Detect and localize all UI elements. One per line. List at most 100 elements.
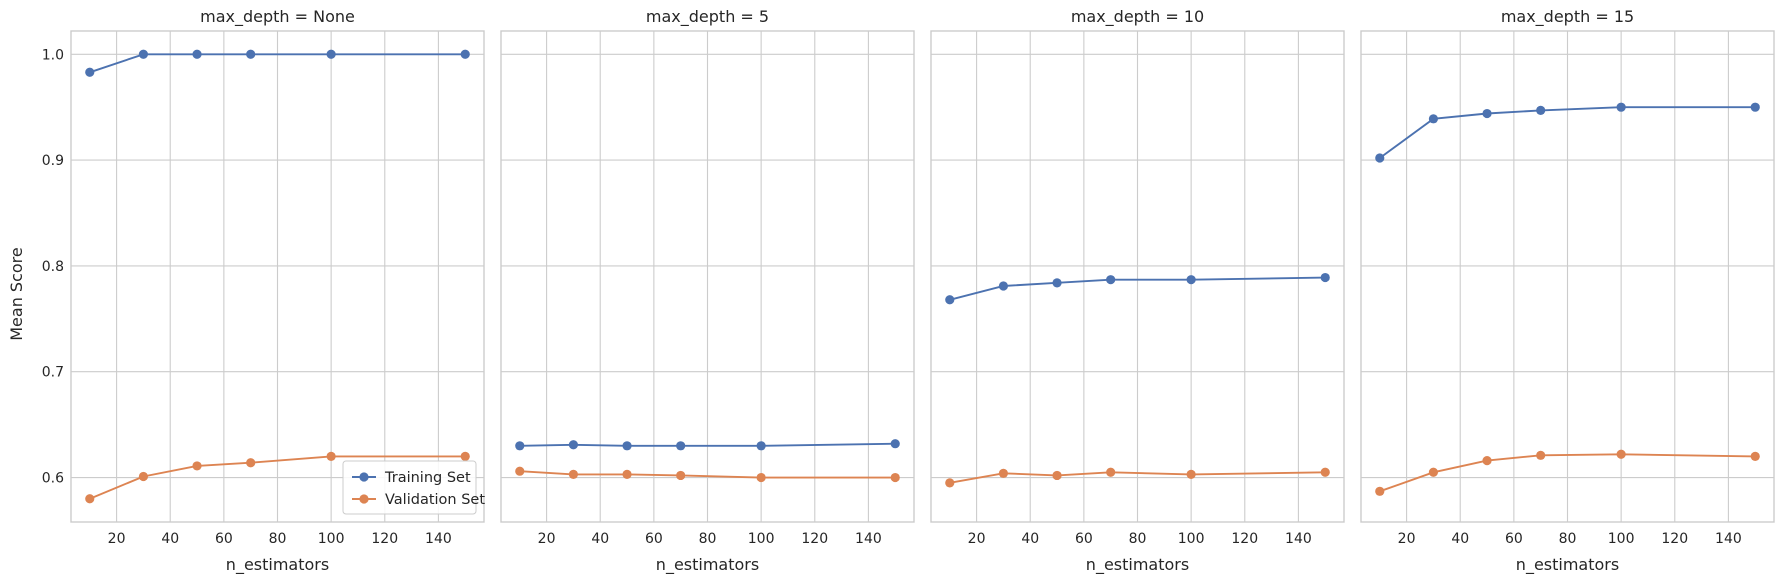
x-axis-label: n_estimators <box>656 555 759 575</box>
legend-marker <box>359 494 369 504</box>
panel-title: max_depth = 10 <box>1071 7 1204 27</box>
training-set-line <box>519 442 896 447</box>
panel-3: 20 40 60 80 100 120 140 n_estimators max_depth =… <box>930 7 1345 575</box>
training-set-point <box>85 67 95 77</box>
y-tick-label: 0.6 <box>42 471 64 487</box>
panel-2: 20 40 60 80 100 120 140 n_estimators max_depth =… <box>500 7 915 575</box>
x-axis-label: n_estimators <box>1086 555 1189 575</box>
validation-set-point <box>756 472 766 483</box>
x-tick-label: 60 <box>1505 531 1523 547</box>
training-set-line <box>1379 106 1756 159</box>
legend: Training Set Validation Set <box>342 460 485 515</box>
x-tick-label: 40 <box>591 531 609 547</box>
validation-set-line <box>519 470 896 479</box>
validation-set-point <box>568 469 579 479</box>
training-set-point <box>1482 108 1492 119</box>
validation-set-point <box>326 451 336 461</box>
panel-1: 20 40 60 80 100 120 140 0.6 0.7 0.8 0.9 1.0 n_estima… <box>42 7 486 575</box>
x-tick-label: 60 <box>1075 531 1093 547</box>
validation-set-point <box>1106 467 1116 477</box>
panels: 20 40 60 80 100 120 140 0.6 0.7 0.8 0.9 1.0 n_estima… <box>42 7 1775 575</box>
training-set-point <box>1320 272 1330 283</box>
y-tick-label: 0.9 <box>42 153 64 169</box>
validation-set-point <box>998 468 1009 478</box>
legend-marker <box>359 472 369 482</box>
training-set-point <box>1375 153 1385 163</box>
x-tick-label: 80 <box>269 531 287 547</box>
training-set-point <box>460 49 470 59</box>
plot-frame <box>500 30 915 523</box>
x-tick-label: 20 <box>1398 531 1416 547</box>
x-tick-label: 100 <box>1178 531 1205 547</box>
x-tick-label: 140 <box>425 531 452 547</box>
training-set-point <box>756 441 766 451</box>
panel-title: max_depth = 5 <box>646 7 769 27</box>
panel-title: max_depth = None <box>200 7 355 27</box>
x-tick-label: 80 <box>699 531 717 547</box>
training-set-point <box>1186 275 1196 285</box>
x-tick-label: 60 <box>215 531 233 547</box>
validation-set-point <box>622 469 632 479</box>
training-set-point <box>192 49 202 59</box>
x-tick-label: 40 <box>1021 531 1039 547</box>
x-tick-label: 20 <box>968 531 986 547</box>
x-tick-label: 20 <box>108 531 126 547</box>
training-set-line <box>89 53 466 74</box>
training-set-point <box>945 295 955 305</box>
validation-set-line <box>89 455 466 500</box>
legend-box <box>342 460 477 515</box>
training-set-point <box>890 439 900 449</box>
training-set-point <box>1616 102 1626 112</box>
training-set-point <box>1428 114 1439 124</box>
validation-set-point <box>138 471 149 482</box>
validation-set-point <box>1482 456 1492 466</box>
training-set-point <box>568 440 579 450</box>
validation-set-point <box>1052 470 1062 481</box>
training-set-point <box>515 441 525 451</box>
training-set-point <box>1106 275 1116 285</box>
x-axis-label: n_estimators <box>226 555 329 575</box>
x-tick-label: 120 <box>371 531 398 547</box>
legend-label: Training Set <box>384 470 471 486</box>
y-tick-label: 1.0 <box>42 47 64 63</box>
validation-set-point <box>246 458 256 468</box>
x-tick-label: 140 <box>855 531 882 547</box>
plot-frame <box>70 30 485 523</box>
x-tick-label: 120 <box>1661 531 1688 547</box>
validation-set-point <box>1186 469 1196 479</box>
validation-set-point <box>1750 451 1760 461</box>
validation-set-point <box>676 470 686 481</box>
validation-set-point <box>192 461 202 471</box>
x-tick-label: 40 <box>161 531 179 547</box>
x-tick-label: 140 <box>1285 531 1312 547</box>
training-set-line <box>949 276 1326 301</box>
training-set-point <box>622 441 632 451</box>
x-tick-label: 80 <box>1559 531 1577 547</box>
training-set-point <box>1536 105 1546 115</box>
x-tick-label: 120 <box>801 531 828 547</box>
legend-label: Validation Set <box>385 492 485 508</box>
validation-set-point <box>460 451 470 461</box>
validation-set-point <box>1375 486 1385 496</box>
x-tick-label: 40 <box>1451 531 1469 547</box>
validation-set-line <box>949 471 1326 484</box>
validation-set-point <box>1428 467 1439 477</box>
plot-frame <box>1360 30 1775 523</box>
validation-set-point <box>515 466 525 476</box>
x-tick-label: 20 <box>538 531 556 547</box>
training-set-point <box>1052 278 1062 288</box>
training-set-point <box>326 49 336 59</box>
training-set-point <box>246 49 256 59</box>
validation-set-point <box>1616 449 1626 459</box>
validation-set-point <box>890 472 900 483</box>
panel-4: 20 40 60 80 100 120 140 n_estimators max_depth =… <box>1360 7 1775 575</box>
x-tick-label: 80 <box>1129 531 1147 547</box>
validation-set-point <box>1536 450 1546 460</box>
panel-title: max_depth = 15 <box>1501 7 1634 27</box>
validation-set-line <box>1379 453 1756 493</box>
x-tick-label: 140 <box>1715 531 1742 547</box>
training-set-point <box>998 281 1009 291</box>
x-tick-label: 100 <box>748 531 775 547</box>
validation-set-point <box>1320 467 1330 477</box>
